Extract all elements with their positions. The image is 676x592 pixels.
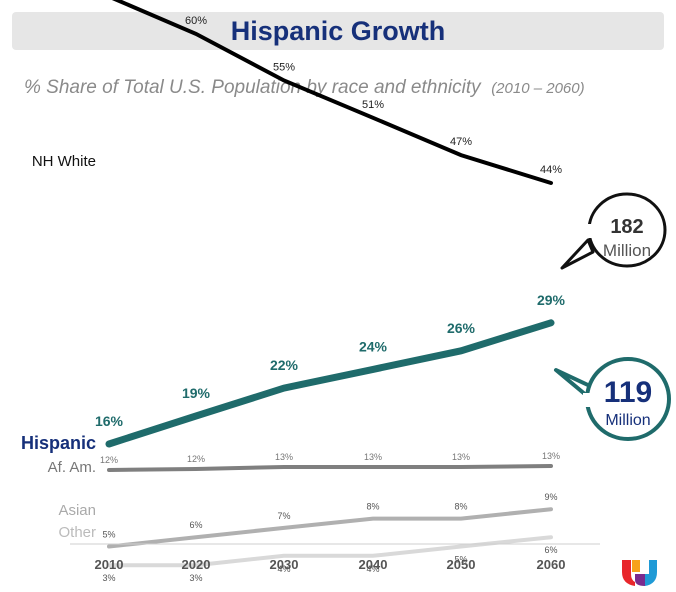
data-label-asian: 5% xyxy=(102,530,115,540)
data-label-nh-white: 55% xyxy=(273,62,295,74)
logo-red-petal xyxy=(622,560,635,586)
callout-tail-mask-hispanic xyxy=(583,393,591,407)
series-name-nh-white: NH White xyxy=(32,153,96,170)
data-label-other: 5% xyxy=(454,555,467,565)
page-title: Hispanic Growth xyxy=(230,15,446,46)
data-label-asian: 8% xyxy=(454,502,467,512)
x-tick-label: 2040 xyxy=(359,557,388,572)
series-line-other xyxy=(107,535,553,568)
data-label-hispanic: 19% xyxy=(182,385,211,401)
data-label-other: 6% xyxy=(544,545,557,555)
title-bar: Hispanic Growth xyxy=(12,12,664,50)
callout-value-hispanic: 119 xyxy=(604,376,652,409)
subtitle-text: % Share of Total U.S. Population by race… xyxy=(24,77,481,98)
series-line-hispanic xyxy=(105,319,555,448)
data-label-other: 3% xyxy=(102,573,115,583)
data-label-nh-white: 47% xyxy=(450,136,472,148)
data-label-other: 3% xyxy=(189,573,202,583)
callout-tail-nh-white xyxy=(560,238,595,270)
data-label-hispanic: 16% xyxy=(95,413,124,429)
series-name-hispanic: Hispanic xyxy=(21,433,96,453)
univision-logo-icon xyxy=(622,560,657,586)
data-label-other: 4% xyxy=(277,564,290,574)
chart-subtitle: % Share of Total U.S. Population by race… xyxy=(24,77,664,99)
series-line-asian xyxy=(107,507,553,549)
data-label-af-am: 13% xyxy=(542,451,560,461)
data-label-asian: 8% xyxy=(366,502,379,512)
data-label-af-am: 13% xyxy=(364,452,382,462)
callout-value-nh-white: 182 xyxy=(610,216,643,238)
data-label-hispanic: 24% xyxy=(359,338,388,354)
data-label-af-am: 13% xyxy=(275,452,293,462)
data-label-nh-white: 44% xyxy=(540,164,562,176)
logo-blue-petal xyxy=(645,560,657,586)
callout-unit-nh-white: Million xyxy=(603,241,651,260)
series-name-asian: Asian xyxy=(58,502,96,519)
callout-tail-mask-nh-white xyxy=(585,224,593,238)
series-name-other: Other xyxy=(58,524,96,541)
subtitle-range: (2010 – 2060) xyxy=(491,80,585,97)
data-label-nh-white: 60% xyxy=(185,15,207,27)
series-name-af-am: Af. Am. xyxy=(48,459,96,476)
x-tick-label: 2020 xyxy=(182,557,211,572)
data-label-hispanic: 22% xyxy=(270,357,299,373)
x-tick-label: 2030 xyxy=(270,557,299,572)
data-label-af-am: 13% xyxy=(452,452,470,462)
callout-unit-hispanic: Million xyxy=(605,412,650,429)
data-label-af-am: 12% xyxy=(187,454,205,464)
data-label-asian: 9% xyxy=(544,492,557,502)
x-tick-label: 2060 xyxy=(537,557,566,572)
series-line-af-am xyxy=(107,464,553,472)
data-label-asian: 7% xyxy=(277,511,290,521)
data-label-nh-white: 51% xyxy=(362,99,384,111)
logo-orange-petal xyxy=(632,560,640,572)
x-tick-label: 2010 xyxy=(95,557,124,572)
logo-purple-petal xyxy=(635,574,645,586)
data-label-asian: 6% xyxy=(189,520,202,530)
data-label-af-am: 12% xyxy=(100,455,118,465)
x-tick-label: 2050 xyxy=(447,557,476,572)
data-label-hispanic: 29% xyxy=(537,292,566,308)
data-label-hispanic: 26% xyxy=(447,320,476,336)
data-label-other: 4% xyxy=(366,564,379,574)
series-line-nh-white xyxy=(111,0,553,185)
